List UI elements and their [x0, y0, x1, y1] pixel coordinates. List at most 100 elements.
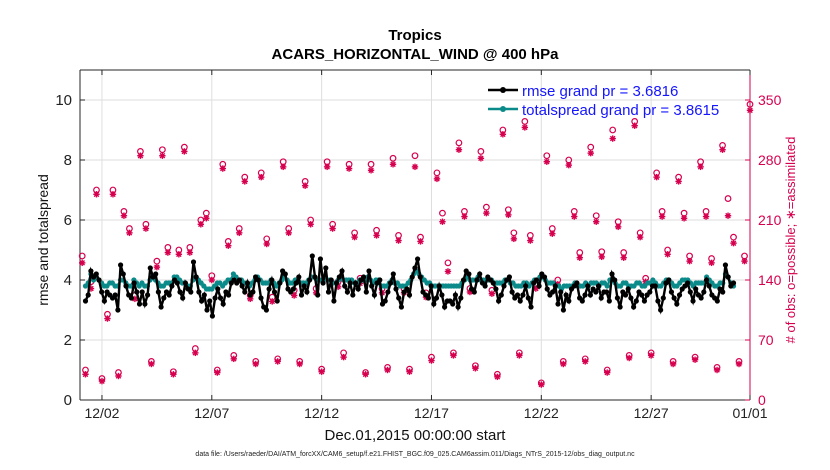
rmse-point	[558, 289, 564, 295]
obs-assimilated-marker	[461, 213, 468, 220]
rmse-point	[498, 292, 504, 298]
rmse-point	[293, 280, 299, 286]
obs-assimilated-marker	[625, 354, 633, 362]
obs-assimilated-marker	[170, 371, 177, 378]
rmse-point	[566, 298, 572, 304]
rmse-point	[722, 262, 729, 268]
obs-assimilated-marker	[219, 165, 226, 172]
rmse-point	[158, 304, 164, 310]
obs-assimilated-marker	[230, 355, 237, 363]
obs-assimilated-marker	[488, 290, 496, 297]
rmse-point	[509, 289, 515, 295]
rmse-point	[536, 283, 542, 289]
rmse-point	[452, 292, 459, 298]
rmse-point	[220, 301, 226, 307]
obs-assimilated-marker	[323, 163, 331, 171]
rmse-point	[266, 286, 272, 292]
rmse-point	[541, 274, 548, 280]
rmse-point	[177, 289, 183, 295]
rmse-point	[587, 292, 594, 298]
obs-assimilated-marker	[741, 257, 748, 265]
obs-assimilated-marker	[494, 373, 501, 381]
rmse-point	[612, 277, 618, 283]
obs-assimilated-marker	[664, 251, 671, 258]
rmse-point	[703, 277, 710, 283]
chart-title: Tropics	[388, 27, 442, 44]
rmse-point	[315, 292, 321, 298]
obs-assimilated-marker	[340, 353, 347, 361]
obs-assimilated-marker	[477, 155, 485, 162]
obs-assimilated-marker	[724, 212, 732, 219]
rmse-point	[317, 256, 324, 262]
rmse-point	[193, 274, 199, 280]
x-tick-label: 12/12	[304, 405, 339, 421]
rmse-point	[242, 289, 248, 295]
obs-assimilated-marker	[98, 377, 106, 385]
rmse-point	[698, 295, 704, 301]
rmse-point	[552, 283, 558, 289]
rmse-point	[363, 289, 369, 295]
rmse-point	[212, 295, 218, 301]
obs-assimilated-marker	[109, 191, 117, 198]
rmse-point	[555, 301, 561, 307]
rmse-point	[720, 289, 726, 295]
rmse-point	[215, 286, 221, 292]
rmse-point	[139, 289, 145, 295]
obs-assimilated-marker	[543, 158, 551, 165]
rmse-point	[155, 289, 161, 295]
rmse-point	[198, 298, 205, 304]
obs-assimilated-marker	[307, 221, 314, 228]
obs-assimilated-marker	[389, 161, 397, 168]
rmse-point	[560, 307, 567, 313]
obs-assimilated-marker	[658, 213, 666, 220]
rmse-point	[398, 304, 405, 310]
obs-assimilated-marker	[274, 358, 281, 365]
rmse-point	[350, 292, 356, 298]
rmse-point	[506, 274, 513, 280]
obs-assimilated-marker	[285, 229, 292, 237]
rmse-point	[377, 277, 383, 283]
rmse-point	[371, 292, 378, 298]
obs-assimilated-marker	[450, 352, 457, 359]
obs-assimilated-marker	[746, 107, 754, 114]
rmse-point	[450, 301, 456, 307]
obs-assimilated-marker	[373, 232, 380, 239]
obs-possible-marker	[411, 152, 419, 160]
rmse-point	[201, 292, 207, 298]
rmse-point	[633, 298, 639, 304]
obs-possible-marker	[477, 148, 485, 155]
obs-assimilated-marker	[636, 233, 644, 241]
obs-assimilated-marker	[565, 161, 572, 169]
legend-entry-rmse-marker	[500, 87, 506, 93]
obs-assimilated-marker	[164, 249, 172, 256]
y2-axis-label: # of obs: o=possible; ∗=assimilated	[783, 136, 798, 344]
x-tick-label: 12/17	[414, 405, 449, 421]
rmse-point	[366, 268, 372, 274]
rmse-point	[96, 277, 102, 283]
rmse-point	[687, 289, 693, 295]
legend-entry-rmse-label: rmse grand pr = 3.6816	[522, 83, 678, 100]
rmse-point	[250, 289, 256, 295]
rmse-point	[415, 256, 421, 262]
rmse-point	[339, 268, 345, 274]
obs-assimilated-marker	[258, 173, 265, 181]
obs-assimilated-marker	[241, 178, 248, 185]
obs-assimilated-marker	[395, 237, 402, 244]
obs-assimilated-marker	[236, 229, 243, 237]
obs-assimilated-marker	[159, 152, 166, 159]
rmse-point	[385, 289, 391, 295]
obs-assimilated-marker	[263, 240, 270, 248]
y2-tick-label: 0	[758, 392, 766, 408]
obs-assimilated-marker	[631, 122, 638, 129]
rmse-point	[544, 286, 550, 292]
rmse-point	[725, 274, 731, 280]
obs-assimilated-marker	[120, 212, 128, 219]
rmse-point	[550, 289, 556, 295]
y-tick-label: 0	[64, 392, 72, 409]
rmse-point	[166, 292, 172, 298]
rmse-point	[674, 301, 680, 307]
obs-assimilated-marker	[93, 191, 100, 198]
obs-assimilated-marker	[505, 211, 512, 219]
rmse-point	[517, 298, 523, 304]
